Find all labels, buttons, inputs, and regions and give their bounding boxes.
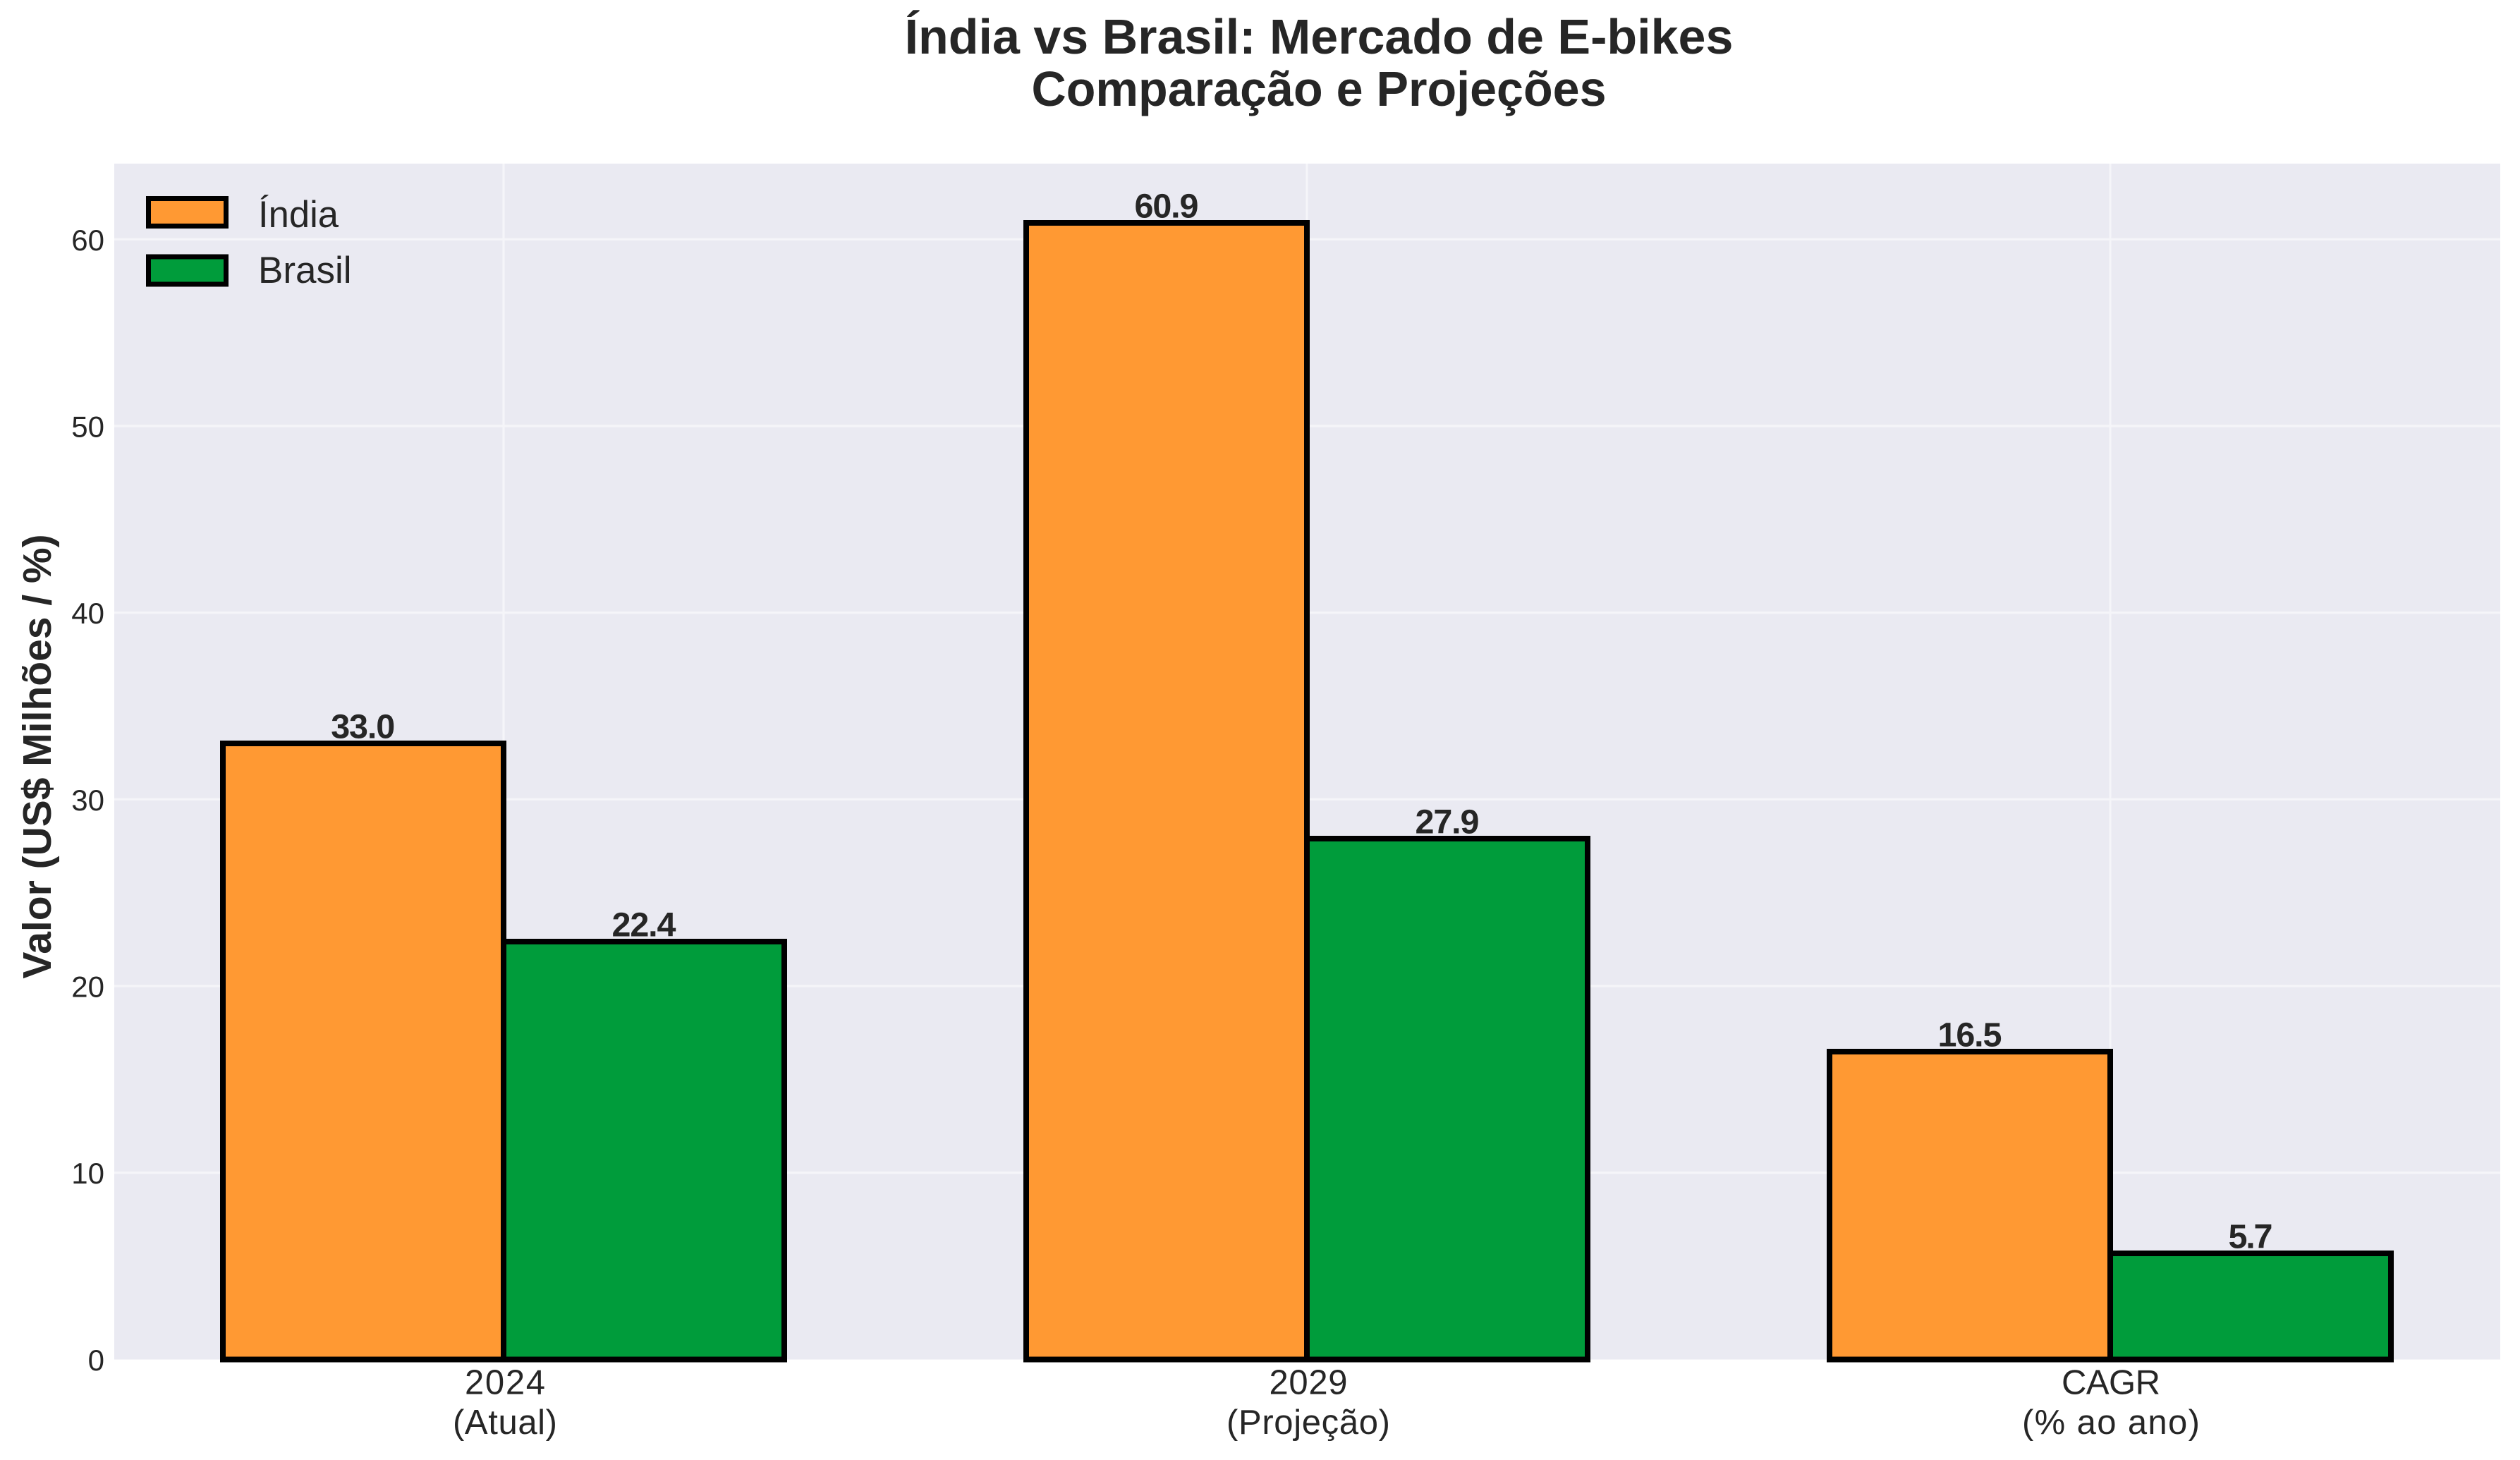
svg-text:Índia: Índia (258, 194, 339, 236)
svg-text:Valor (US$ Milhões / %): Valor (US$ Milhões / %) (15, 534, 60, 978)
svg-text:(Projeção): (Projeção) (1226, 1404, 1390, 1442)
svg-text:60: 60 (71, 224, 104, 257)
svg-text:16.5: 16.5 (1938, 1016, 2002, 1054)
svg-text:5.7: 5.7 (2229, 1218, 2273, 1256)
svg-text:10: 10 (71, 1157, 104, 1190)
svg-text:2024: 2024 (465, 1364, 545, 1402)
svg-text:20: 20 (71, 971, 104, 1004)
svg-text:Comparação e Projeções: Comparação e Projeções (1032, 61, 1607, 116)
svg-text:Índia vs Brasil: Mercado de E-: Índia vs Brasil: Mercado de E-bikes (905, 9, 1734, 64)
svg-text:(Atual): (Atual) (453, 1404, 557, 1442)
svg-text:22.4: 22.4 (612, 906, 676, 944)
svg-text:2029: 2029 (1270, 1364, 1348, 1402)
svg-text:30: 30 (71, 784, 104, 817)
svg-text:(% ao ano): (% ao ano) (2022, 1404, 2200, 1442)
svg-text:CAGR: CAGR (2062, 1364, 2160, 1402)
svg-text:50: 50 (71, 410, 104, 444)
svg-text:40: 40 (71, 597, 104, 630)
svg-text:Brasil: Brasil (258, 250, 352, 291)
svg-text:27.9: 27.9 (1416, 803, 1480, 841)
svg-text:33.0: 33.0 (331, 708, 395, 746)
svg-text:0: 0 (88, 1344, 104, 1377)
svg-text:60.9: 60.9 (1135, 188, 1199, 226)
